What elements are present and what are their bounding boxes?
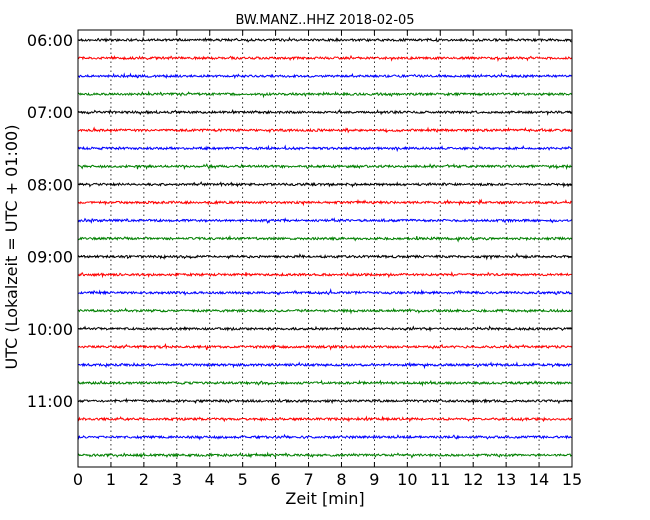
- trace-line: [77, 397, 572, 405]
- x-tick-label: 15: [562, 470, 582, 489]
- trace-line: [77, 288, 572, 297]
- y-tick-label: 06:00: [27, 31, 73, 50]
- plot-frame: [77, 29, 573, 468]
- trace-line: [77, 126, 572, 134]
- trace-line: [77, 342, 572, 351]
- y-tick-label: 08:00: [27, 175, 73, 194]
- trace-line: [77, 415, 572, 423]
- x-tick-label: 7: [303, 470, 313, 489]
- x-axis-label: Zeit [min]: [285, 489, 364, 508]
- trace-line: [77, 163, 572, 171]
- trace-line: [77, 252, 572, 261]
- trace-line: [77, 361, 572, 370]
- y-axis-label: UTC (Lokalzeit = UTC + 01:00): [2, 125, 21, 370]
- tick-labels: 0 1 2 3 4 5 6 7 8 9 10 11 12 13 14 1506:0007:0008:0009:…: [27, 31, 582, 489]
- x-tick-label: 14: [529, 470, 549, 489]
- y-tick-label: 07:00: [27, 103, 73, 122]
- trace-line: [77, 36, 572, 43]
- trace-line: [77, 90, 572, 99]
- trace-line: [77, 451, 572, 459]
- x-tick-label: 8: [336, 470, 346, 489]
- trace-line: [77, 217, 572, 224]
- grid-lines: [110, 30, 540, 467]
- trace-line: [77, 72, 572, 80]
- tick-marks: [77, 30, 573, 467]
- trace-line: [77, 307, 572, 315]
- trace-group: [77, 36, 572, 459]
- chart-title: BW.MANZ..HHZ 2018-02-05: [235, 13, 414, 28]
- y-tick-label: 09:00: [27, 248, 73, 267]
- x-tick-label: 6: [271, 470, 281, 489]
- y-tick-label: 10:00: [27, 320, 73, 339]
- trace-line: [77, 181, 572, 189]
- x-tick-label: 12: [463, 470, 483, 489]
- x-tick-label: 4: [205, 470, 215, 489]
- trace-line: [77, 234, 572, 243]
- x-tick-label: 1: [106, 470, 116, 489]
- trace-line: [77, 108, 572, 116]
- trace-line: [77, 54, 572, 62]
- trace-line: [77, 325, 572, 333]
- x-tick-label: 11: [430, 470, 450, 489]
- x-tick-label: 13: [496, 470, 516, 489]
- x-tick-label: 9: [369, 470, 379, 489]
- y-tick-label: 11:00: [27, 392, 73, 411]
- trace-line: [77, 271, 572, 279]
- x-tick-label: 2: [139, 470, 149, 489]
- trace-line: [77, 198, 572, 207]
- trace-line: [77, 144, 572, 153]
- x-tick-label: 10: [397, 470, 417, 489]
- trace-line: [77, 379, 572, 387]
- trace-line: [77, 433, 572, 441]
- x-tick-label: 3: [172, 470, 182, 489]
- x-tick-label: 5: [238, 470, 248, 489]
- x-tick-label: 0: [73, 470, 83, 489]
